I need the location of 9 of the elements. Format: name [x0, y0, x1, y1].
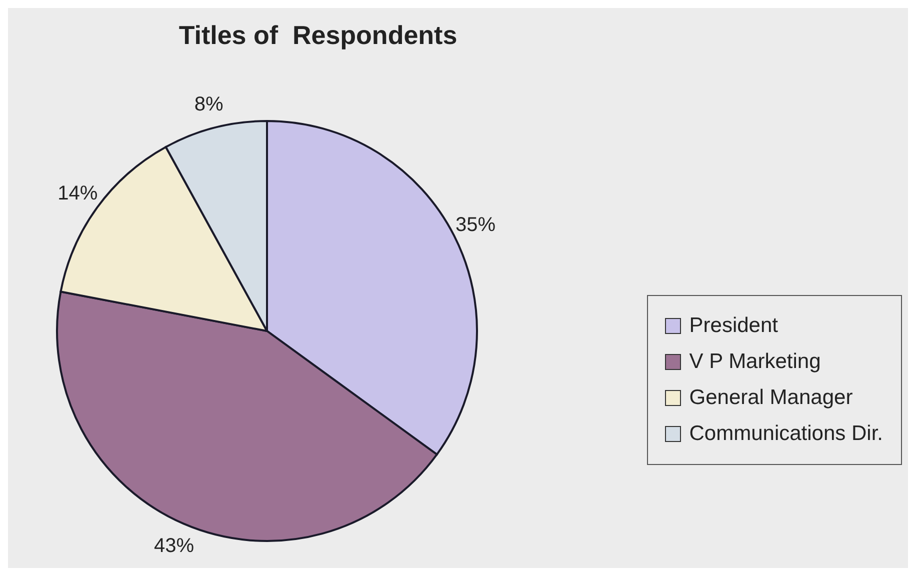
legend-label: President [689, 314, 778, 338]
data-label: 14% [58, 182, 98, 204]
legend-label: General Manager [689, 386, 853, 410]
chart-title: Titles of Respondents [178, 20, 458, 51]
data-label: 8% [194, 93, 224, 116]
data-label: 43% [154, 534, 194, 557]
data-label: 35% [455, 214, 496, 236]
legend-label: Communications Dir. [689, 422, 883, 446]
legend-label: V P Marketing [689, 350, 821, 374]
